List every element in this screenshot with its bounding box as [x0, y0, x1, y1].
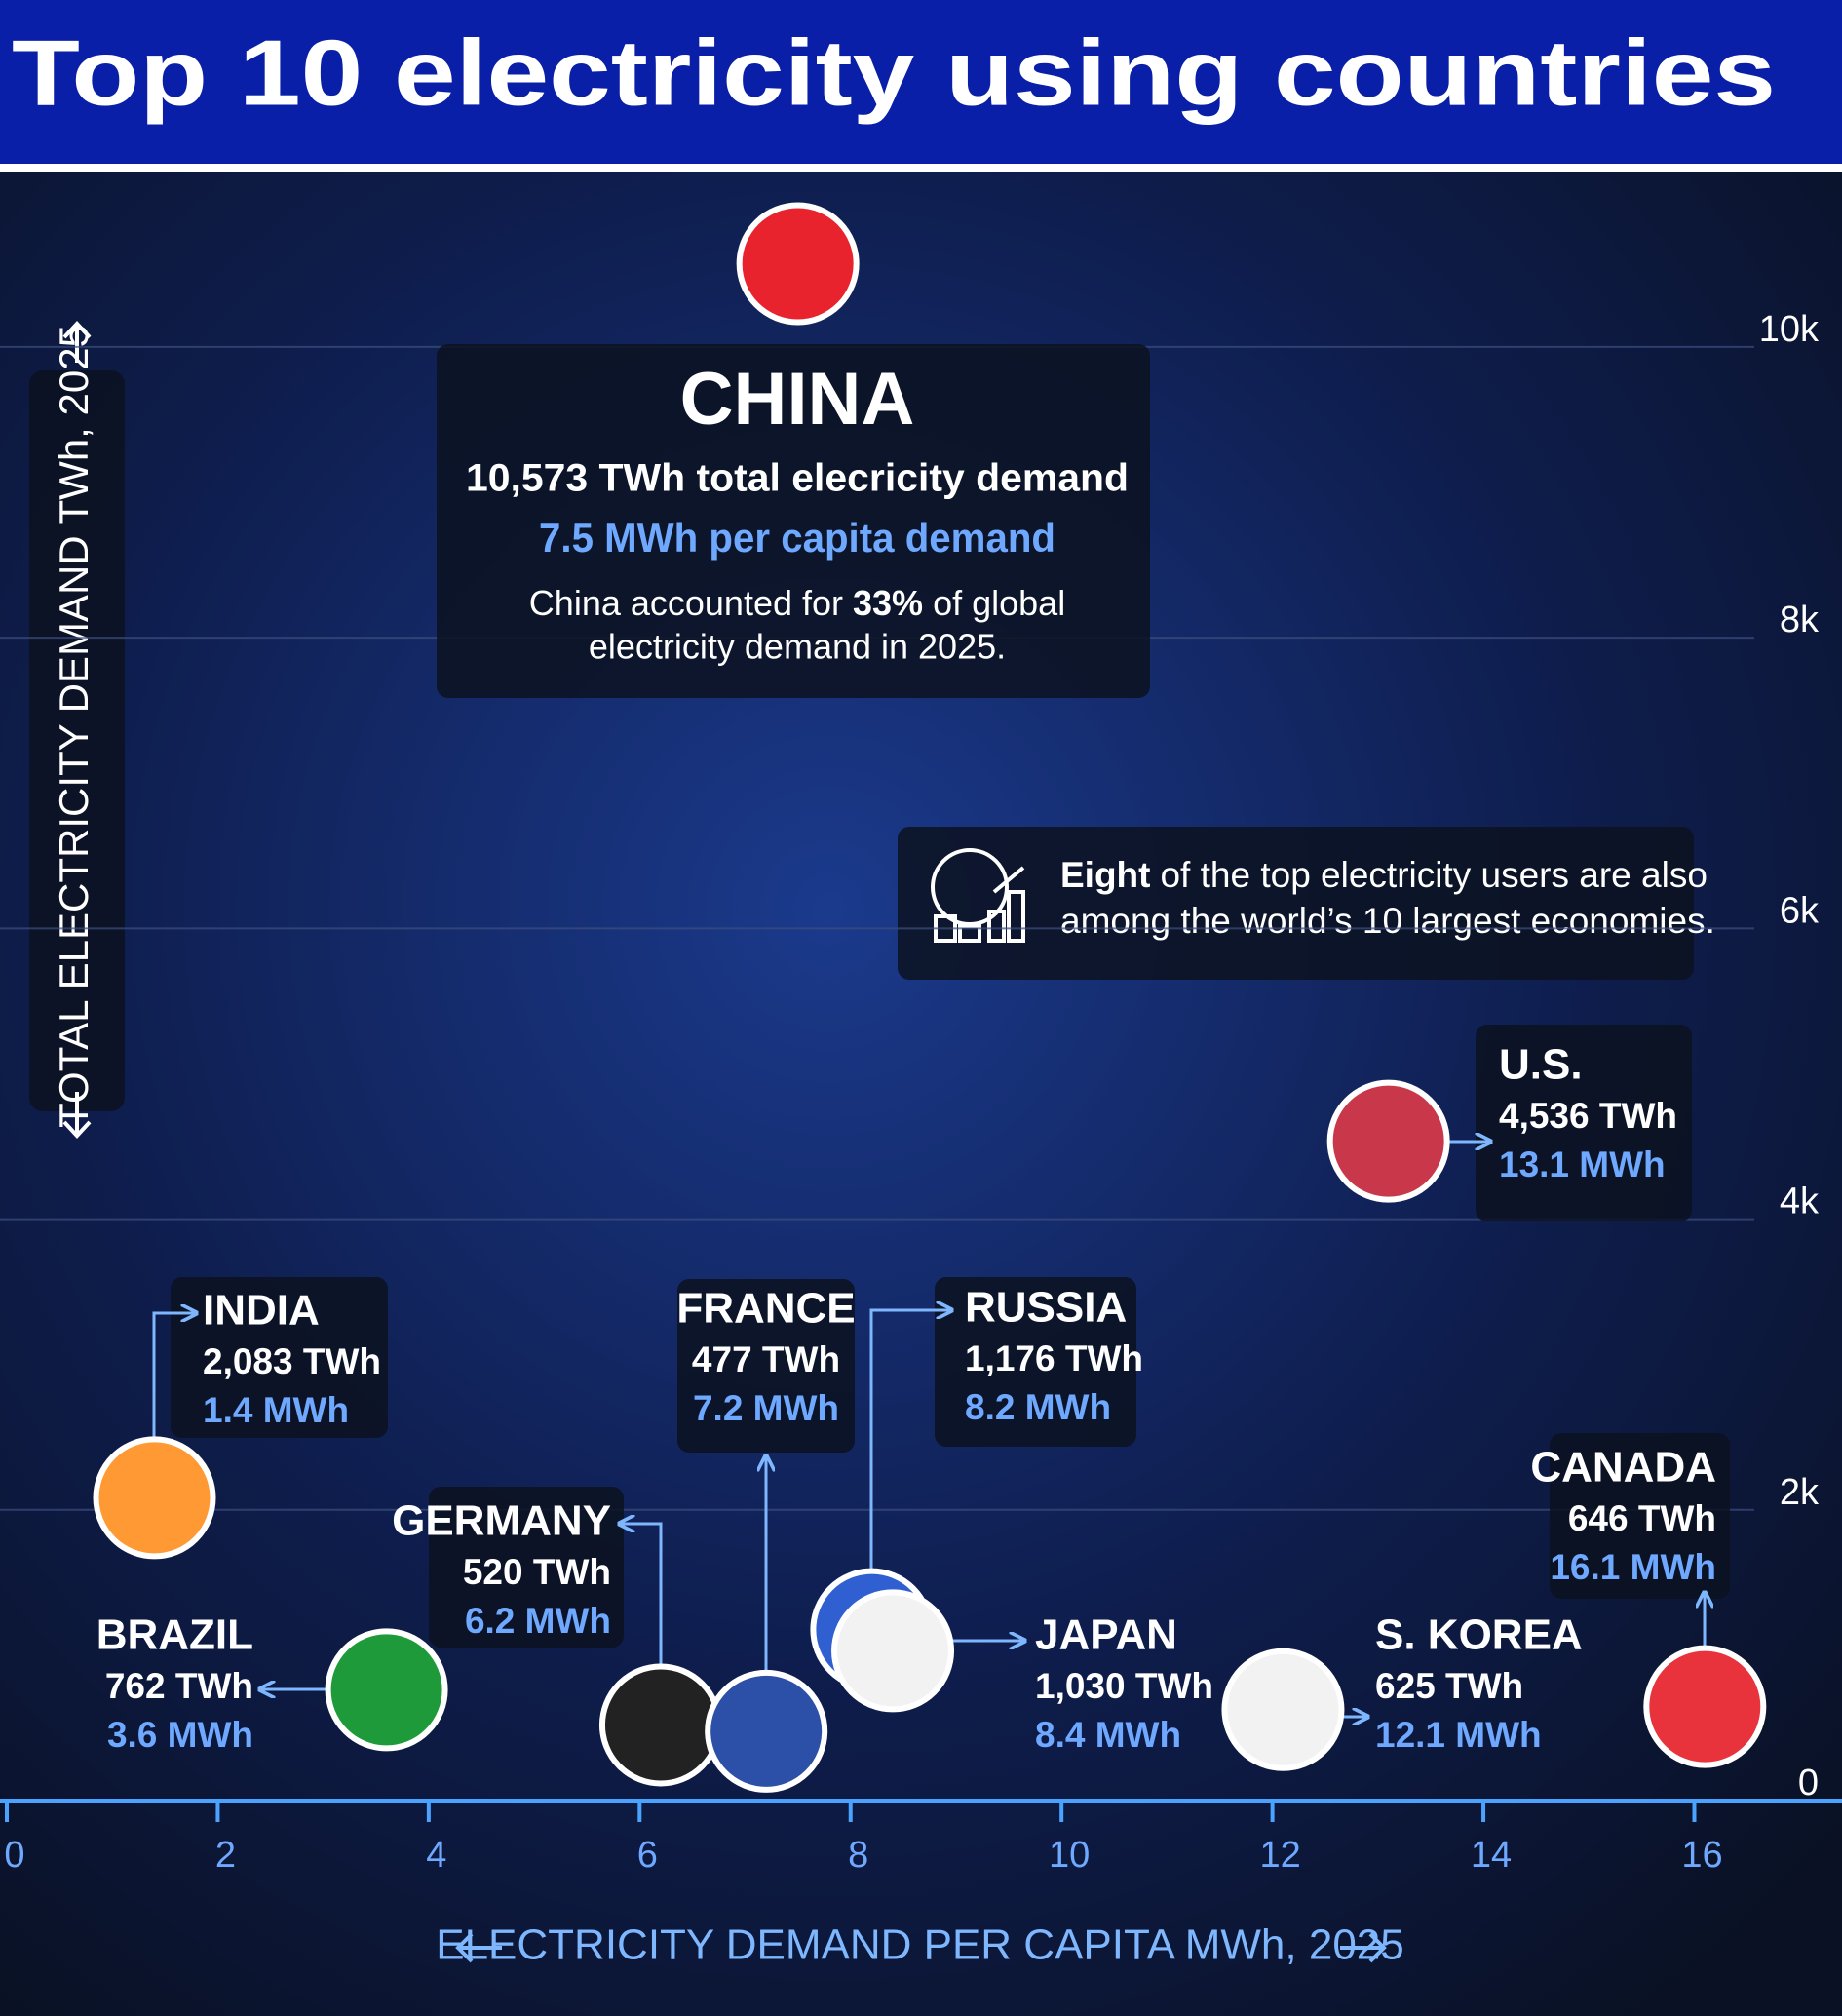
- flag-marker: [736, 202, 860, 326]
- value-label: 477 TWh: [692, 1339, 840, 1379]
- x-axis-arrows: [455, 1932, 1387, 1963]
- y-tick-label: 4k: [1780, 1182, 1820, 1222]
- label-box: [1476, 1025, 1692, 1221]
- country-name: U.S.: [1499, 1041, 1583, 1089]
- annotation-line-1: Eight of the top electricity users are al…: [1060, 855, 1708, 895]
- country-name: FRANCE: [676, 1285, 855, 1333]
- x-axis-title: ELECTRICITY DEMAND PER CAPITA MWh, 2025: [436, 1921, 1404, 1969]
- x-value-label: 13.1 MWh: [1499, 1144, 1666, 1184]
- country-name: INDIA: [203, 1287, 320, 1335]
- value-label: 2,083 TWh: [203, 1341, 381, 1381]
- y-axis-arrows: [62, 321, 92, 1139]
- china-note: electricity demand in 2025.: [589, 627, 1006, 667]
- chart-title: Top 10 electricity using countries: [12, 20, 1776, 125]
- flag-marker: [1643, 1645, 1767, 1768]
- x-value-label: 7.5 MWh per capita demand: [539, 515, 1055, 561]
- x-tick-label: 14: [1471, 1835, 1512, 1876]
- country-name: JAPAN: [1035, 1611, 1177, 1659]
- country-name: RUSSIA: [965, 1284, 1127, 1332]
- y-label-box: [29, 370, 125, 1111]
- country-name: CANADA: [1530, 1444, 1716, 1492]
- y-tick-label: 0: [1798, 1763, 1819, 1803]
- annotation-box: [898, 827, 1694, 980]
- x-tick-label: 0: [4, 1835, 24, 1876]
- y-tick-label: 6k: [1780, 890, 1820, 931]
- note-text: China accounted for: [529, 583, 843, 623]
- annotation-bold: Eight: [1060, 855, 1150, 895]
- y-tick-label: 10k: [1759, 309, 1820, 350]
- x-tick-label: 10: [1049, 1835, 1090, 1876]
- label-box: [429, 1487, 624, 1648]
- country-name: GERMANY: [392, 1497, 611, 1545]
- value-label: 520 TWh: [463, 1552, 611, 1592]
- x-value-label: 8.4 MWh: [1035, 1715, 1181, 1755]
- flag-marker: [325, 1628, 448, 1752]
- value-label: 4,536 TWh: [1499, 1096, 1677, 1136]
- connector: [152, 1313, 195, 1439]
- connector: [621, 1524, 663, 1665]
- y-axis-title: TOTAL ELECTRICITY DEMAND TWh, 2025: [51, 325, 96, 1128]
- title-bar: [0, 0, 1842, 164]
- label-box: [935, 1277, 1136, 1447]
- x-tick-label: 2: [215, 1835, 236, 1876]
- note-text: of global: [933, 583, 1065, 623]
- country-name: CHINA: [680, 358, 915, 441]
- x-tick-label: 4: [426, 1835, 446, 1876]
- china-note: China accounted for 33% of global: [529, 583, 1065, 623]
- label-box: [437, 344, 1150, 698]
- flag-marker: [1221, 1648, 1345, 1771]
- x-value-label: 6.2 MWh: [465, 1601, 611, 1641]
- flag-marker: [705, 1669, 828, 1793]
- label-box: [171, 1277, 388, 1438]
- x-value-label: 7.2 MWh: [693, 1388, 839, 1428]
- x-value-label: 8.2 MWh: [965, 1387, 1111, 1427]
- note-bold: 33%: [853, 583, 923, 623]
- flag-marker: [831, 1589, 955, 1713]
- annotation-line-2: among the world’s 10 largest economies.: [1060, 901, 1715, 941]
- x-value-label: 12.1 MWh: [1375, 1715, 1542, 1755]
- value-label: 10,573 TWh total elecricity demand: [466, 457, 1129, 500]
- x-value-label: 3.6 MWh: [107, 1715, 253, 1755]
- annotation-text: of the top electricity users are also: [1160, 855, 1707, 895]
- y-tick-label: 8k: [1780, 600, 1820, 640]
- value-label: 625 TWh: [1375, 1666, 1523, 1706]
- flag-marker: [1326, 1079, 1450, 1203]
- x-value-label: 16.1 MWh: [1550, 1547, 1716, 1587]
- flag-marker: [598, 1663, 722, 1787]
- country-name: BRAZIL: [96, 1611, 253, 1659]
- x-tick-label: 16: [1681, 1835, 1722, 1876]
- x-tick-label: 8: [848, 1835, 868, 1876]
- flag-marker: [93, 1436, 216, 1560]
- y-tick-label: 2k: [1780, 1472, 1820, 1513]
- label-box: [677, 1279, 855, 1453]
- x-tick-label: 6: [637, 1835, 658, 1876]
- globe-icon: [931, 848, 1025, 943]
- value-label: 646 TWh: [1568, 1498, 1716, 1538]
- value-label: 762 TWh: [105, 1666, 253, 1706]
- x-value-label: 1.4 MWh: [203, 1390, 349, 1430]
- value-label: 1,030 TWh: [1035, 1666, 1213, 1706]
- value-label: 1,176 TWh: [965, 1338, 1143, 1378]
- x-tick-label: 12: [1259, 1835, 1300, 1876]
- label-box: [1550, 1433, 1730, 1599]
- connector: [869, 1310, 950, 1571]
- country-name: S. KOREA: [1375, 1611, 1583, 1659]
